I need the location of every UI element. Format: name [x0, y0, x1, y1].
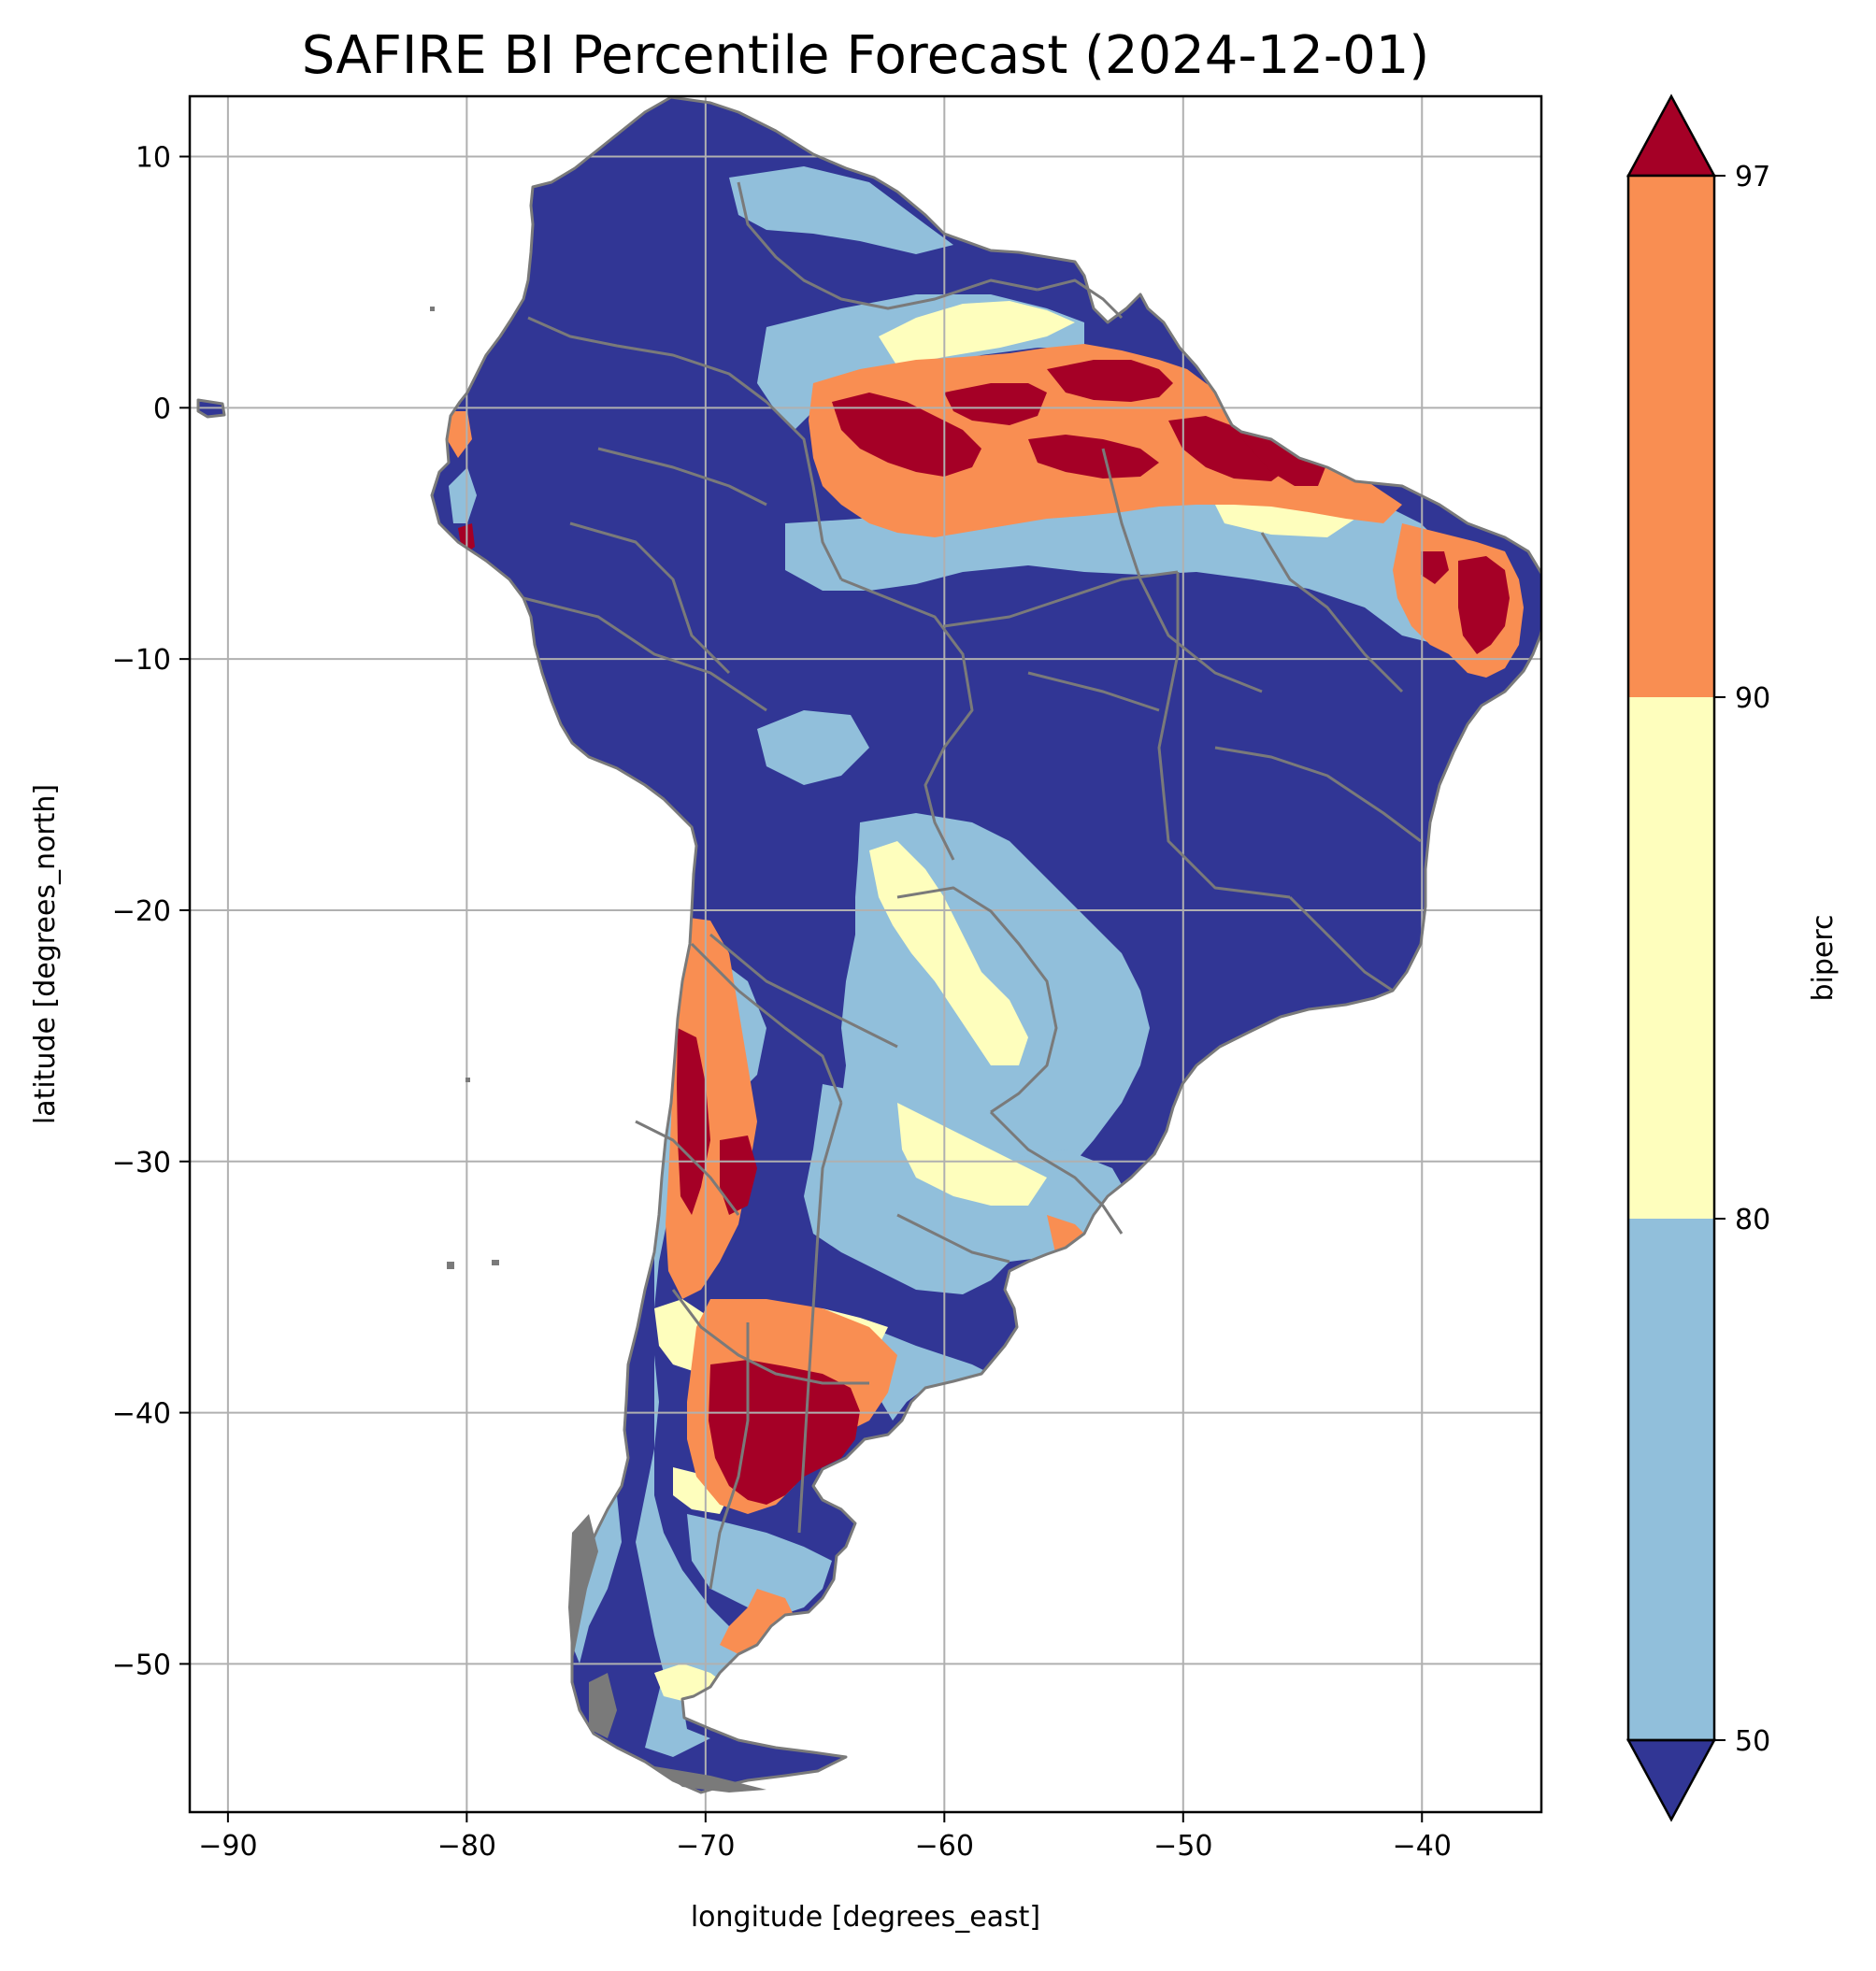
x-tick-label: −80: [437, 1830, 496, 1863]
x-axis-label: longitude [degrees_east]: [691, 1901, 1040, 1934]
x-tick-label: −90: [198, 1830, 257, 1863]
y-axis-ticks: 10 0 −10 −20 −30 −40 −50: [112, 142, 190, 1681]
colorbar-label: biperc: [1807, 914, 1840, 1001]
y-axis-label: latitude [degrees_north]: [29, 784, 62, 1124]
colorbar-segment-90-97: [1628, 176, 1714, 697]
colorbar-tick-label: 97: [1735, 161, 1770, 193]
map-panel: −90 −80 −70 −60 −50 −40 10 0 −10 −20 −30 −40 −50 lo…: [29, 94, 1543, 1934]
country-borders: [196, 96, 1541, 1794]
colorbar-segment-50-80: [1628, 1219, 1714, 1740]
y-tick-label: −50: [112, 1649, 171, 1681]
y-tick-label: −40: [112, 1398, 171, 1431]
y-tick-label: 0: [153, 393, 171, 425]
y-tick-label: −30: [112, 1147, 171, 1179]
x-tick-label: −70: [676, 1830, 735, 1863]
colorbar-extend-bottom: [1625, 1738, 1717, 1822]
plot-frame: [188, 94, 1543, 1814]
y-tick-label: −10: [112, 644, 171, 677]
colorbar-tick-label: 80: [1735, 1204, 1770, 1236]
x-tick-label: −60: [915, 1830, 974, 1863]
gridlines: [190, 96, 1541, 1812]
x-axis-ticks: −90 −80 −70 −60 −50 −40: [198, 1812, 1452, 1863]
x-tick-label: −50: [1153, 1830, 1212, 1863]
chile-archipelago: [430, 307, 766, 1792]
colorbar-tick-label: 50: [1735, 1725, 1770, 1758]
x-tick-label: −40: [1393, 1830, 1452, 1863]
colorbar-frame: [1626, 174, 1716, 1742]
colorbar-segment-80-90: [1628, 697, 1714, 1219]
y-tick-label: 10: [136, 142, 171, 175]
y-tick-label: −20: [112, 895, 171, 928]
colorbar: 97 90 80 50 biperc: [1625, 93, 1840, 1822]
colorbar-tick-label: 90: [1735, 682, 1770, 715]
chart-title: SAFIRE BI Percentile Forecast (2024-12-0…: [302, 25, 1429, 86]
colorbar-extend-top: [1625, 93, 1717, 178]
